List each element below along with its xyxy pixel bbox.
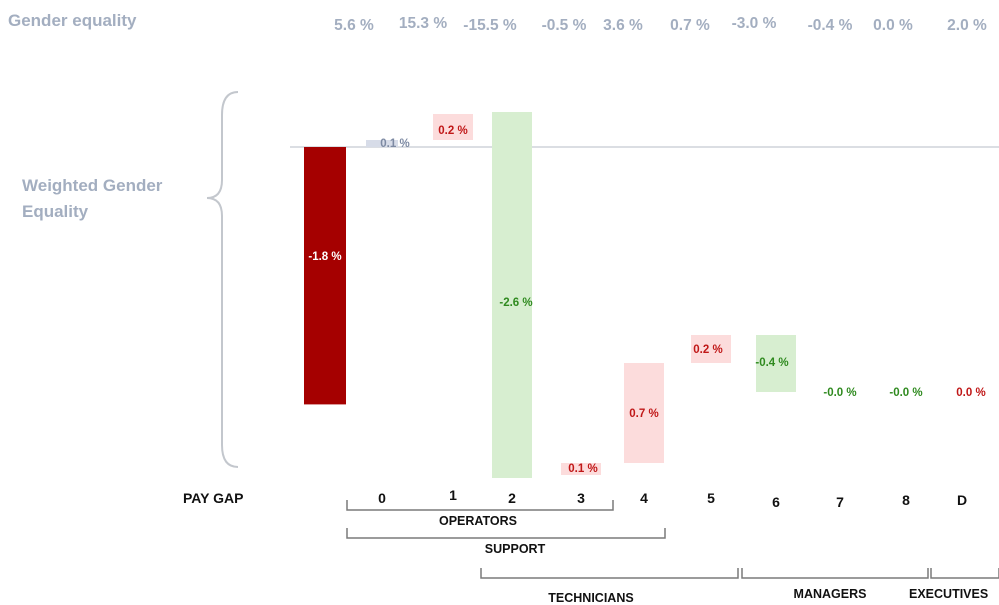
waterfall-bar-5	[691, 335, 731, 363]
gender-equality-values: 5.6 % 15.3 % -15.5 % -0.5 % 3.6 % 0.7 % -3.0 %…	[334, 15, 987, 34]
category-label-6: 6	[772, 494, 780, 510]
waterfall-bars: -1.8 % 0.1 % 0.2 % -2.6 % 0.1 % 0.7 % 0.2 % -0.…	[304, 112, 986, 478]
gender-equality-value-9: 2.0 %	[947, 17, 987, 34]
gender-equality-value-1: 15.3 %	[399, 15, 447, 32]
group-label-operators: OPERATORS	[439, 514, 517, 528]
bar-label-8: -0.0 %	[889, 387, 922, 399]
group-label-technicians: TECHNICIANS	[548, 591, 633, 605]
gender-equality-value-0: 5.6 %	[334, 17, 374, 34]
pay-gap-bar	[304, 147, 346, 405]
waterfall-bar-3	[561, 463, 601, 475]
category-labels: 0 1 2 3 4 5 6 7 8 D	[378, 487, 967, 510]
category-label-D: D	[957, 492, 967, 508]
group-label-executives: EXECUTIVES	[909, 587, 988, 601]
group-bracket-operators	[346, 500, 614, 511]
category-label-4: 4	[640, 490, 648, 506]
waterfall-bar-2	[492, 112, 532, 478]
bar-label-0: 0.1 %	[380, 138, 409, 150]
curly-brace	[206, 91, 239, 468]
waterfall-bar-4	[624, 363, 664, 463]
gender-equality-value-7: -0.4 %	[808, 17, 853, 34]
category-label-0: 0	[378, 490, 386, 506]
group-label-managers: MANAGERS	[794, 587, 867, 601]
bar-label-2: -2.6 %	[499, 297, 532, 309]
gender-equality-value-5: 0.7 %	[670, 17, 710, 34]
group-bracket-managers	[741, 568, 929, 579]
bar-label-5: 0.2 %	[693, 344, 722, 356]
gender-equality-value-6: -3.0 %	[732, 15, 777, 32]
gender-equality-value-4: 3.6 %	[603, 17, 643, 34]
waterfall-bar-6	[756, 335, 796, 392]
pay-gap-label: PAY GAP	[183, 490, 243, 506]
group-bracket-support	[346, 528, 666, 539]
gender-equality-value-8: 0.0 %	[873, 17, 913, 34]
gender-equality-value-2: -15.5 %	[463, 17, 517, 34]
group-bracket-executives	[930, 568, 999, 579]
category-label-2: 2	[508, 490, 516, 506]
bar-label-7: -0.0 %	[823, 387, 856, 399]
bar-label-D: 0.0 %	[956, 387, 985, 399]
waterfall-bar-0	[366, 140, 398, 147]
weighted-gender-equality-label-line1: Weighted Gender	[22, 176, 163, 195]
category-label-8: 8	[902, 492, 910, 508]
category-label-3: 3	[577, 490, 585, 506]
pay-gap-bar-label: -1.8 %	[308, 251, 341, 263]
bar-label-6: -0.4 %	[755, 357, 788, 369]
bar-label-4: 0.7 %	[629, 408, 658, 420]
category-label-7: 7	[836, 494, 844, 510]
group-label-support: SUPPORT	[485, 542, 546, 556]
gender-equality-value-3: -0.5 %	[542, 17, 587, 34]
category-label-5: 5	[707, 490, 715, 506]
weighted-gender-equality-label-line2: Equality	[22, 202, 89, 221]
group-bracket-technicians	[480, 568, 739, 579]
group-brackets: OPERATORS SUPPORT TECHNICIANS MANAGERS EXECU…	[346, 500, 999, 605]
waterfall-bar-1	[433, 114, 473, 140]
chart-title: Gender equality	[8, 11, 137, 30]
bar-label-3: 0.1 %	[568, 463, 597, 475]
bar-label-1: 0.2 %	[438, 125, 467, 137]
category-label-1: 1	[449, 487, 457, 503]
